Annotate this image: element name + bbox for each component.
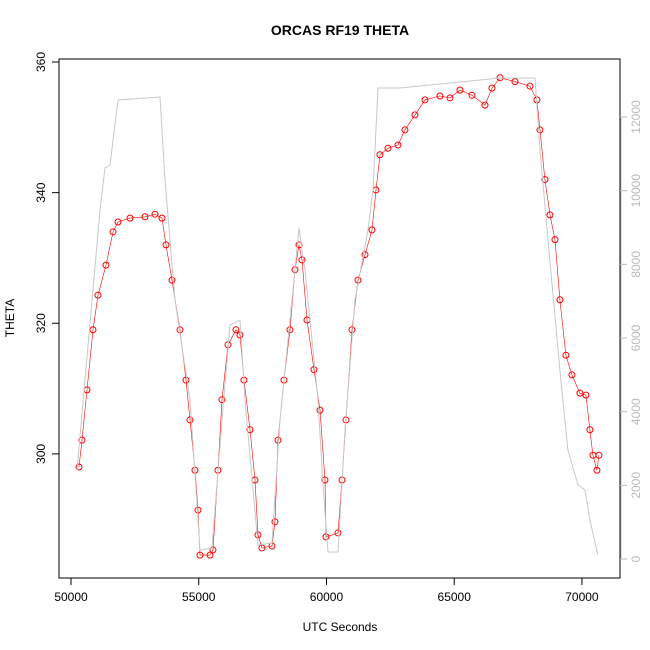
theta-point: [246, 426, 254, 434]
theta-point: [562, 351, 570, 359]
theta-point: [468, 91, 476, 99]
theta-point: [254, 531, 262, 539]
y-tick-label: 320: [34, 313, 48, 333]
theta-point: [286, 326, 294, 334]
y-tick-label: 300: [34, 444, 48, 464]
theta-point: [258, 544, 266, 552]
theta-point: [271, 518, 279, 526]
theta-point: [102, 261, 110, 269]
y2-tick-label: 0: [629, 555, 643, 562]
altitude-line: [76, 77, 599, 556]
theta-point: [511, 78, 519, 86]
theta-point: [595, 451, 603, 459]
theta-point: [394, 141, 402, 149]
theta-point: [436, 92, 444, 100]
y-tick-label: 340: [34, 182, 48, 202]
theta-point: [321, 476, 329, 484]
y-axis-label: THETA: [3, 299, 17, 337]
y-tick-label: 360: [34, 52, 48, 72]
theta-point: [236, 331, 244, 339]
theta-point: [582, 391, 590, 399]
theta-point: [481, 101, 489, 109]
theta-point: [488, 84, 496, 92]
theta-point: [456, 86, 464, 94]
theta-point: [186, 416, 194, 424]
theta-point: [75, 463, 83, 471]
theta-point: [114, 218, 122, 226]
theta-point: [593, 466, 601, 474]
plot-box: [58, 58, 621, 579]
theta-point: [209, 546, 217, 554]
theta-point: [536, 126, 544, 134]
theta-point: [384, 144, 392, 152]
chart-title: ORCAS RF19 THETA: [271, 22, 409, 38]
theta-point: [168, 276, 176, 284]
theta-point: [141, 213, 149, 221]
theta-point: [551, 236, 559, 244]
theta-point: [232, 326, 240, 334]
theta-point: [411, 111, 419, 119]
theta-point: [109, 228, 117, 236]
y2-tick-label: 10000: [629, 174, 643, 208]
theta-point: [151, 210, 159, 218]
theta-point: [94, 291, 102, 299]
theta-point: [182, 376, 190, 384]
theta-point: [568, 371, 576, 379]
theta-point: [126, 214, 134, 222]
theta-point: [401, 126, 409, 134]
theta-point: [218, 396, 226, 404]
theta-point: [376, 151, 384, 159]
theta-point: [368, 226, 376, 234]
y2-tick-label: 4000: [629, 398, 643, 425]
theta-point: [196, 551, 204, 559]
x-tick-label: 65000: [438, 590, 472, 604]
theta-point: [556, 296, 564, 304]
theta-point: [78, 436, 86, 444]
theta-point: [421, 96, 429, 104]
theta-point: [274, 436, 282, 444]
x-tick-label: 60000: [310, 590, 344, 604]
x-tick-label: 55000: [182, 590, 216, 604]
x-tick-label: 70000: [565, 590, 599, 604]
theta-point: [334, 529, 342, 537]
y2-tick-label: 6000: [629, 324, 643, 351]
theta-point: [158, 214, 166, 222]
x-axis-label: UTC Seconds: [303, 620, 378, 634]
theta-point: [348, 326, 356, 334]
theta-point: [586, 426, 594, 434]
theta-point: [541, 176, 549, 184]
theta-point: [546, 211, 554, 219]
theta-point: [316, 406, 324, 414]
y2-tick-label: 12000: [629, 100, 643, 134]
theta-point: [310, 366, 318, 374]
theta-point: [206, 551, 214, 559]
theta-line: [78, 77, 600, 556]
theta-point: [361, 251, 369, 259]
theta-point: [298, 256, 306, 264]
theta-point: [89, 326, 97, 334]
theta-point: [576, 389, 584, 397]
y2-tick-label: 2000: [629, 472, 643, 499]
theta-point: [295, 241, 303, 249]
theta-point: [446, 94, 454, 102]
theta-point: [322, 533, 330, 541]
x-tick-label: 50000: [54, 590, 88, 604]
y2-tick-label: 8000: [629, 251, 643, 278]
theta-point: [162, 241, 170, 249]
theta-point: [526, 82, 534, 90]
